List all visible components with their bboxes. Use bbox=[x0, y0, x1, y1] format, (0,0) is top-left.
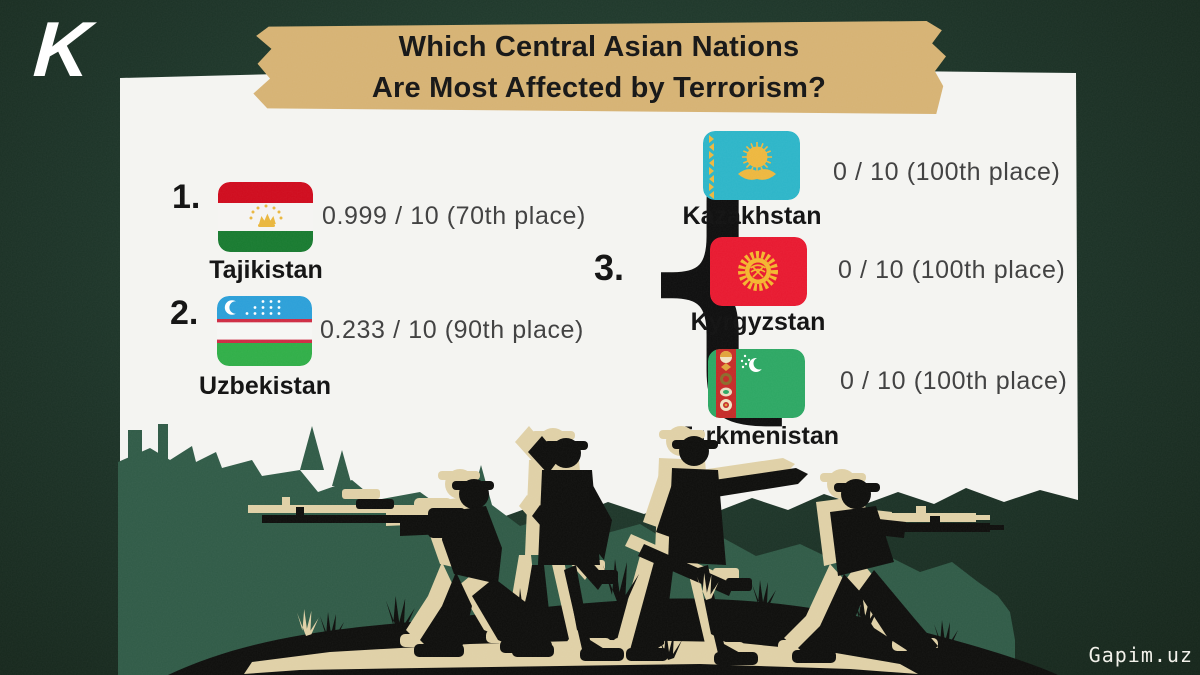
watermark-text: Gapim.uz bbox=[1088, 643, 1193, 667]
